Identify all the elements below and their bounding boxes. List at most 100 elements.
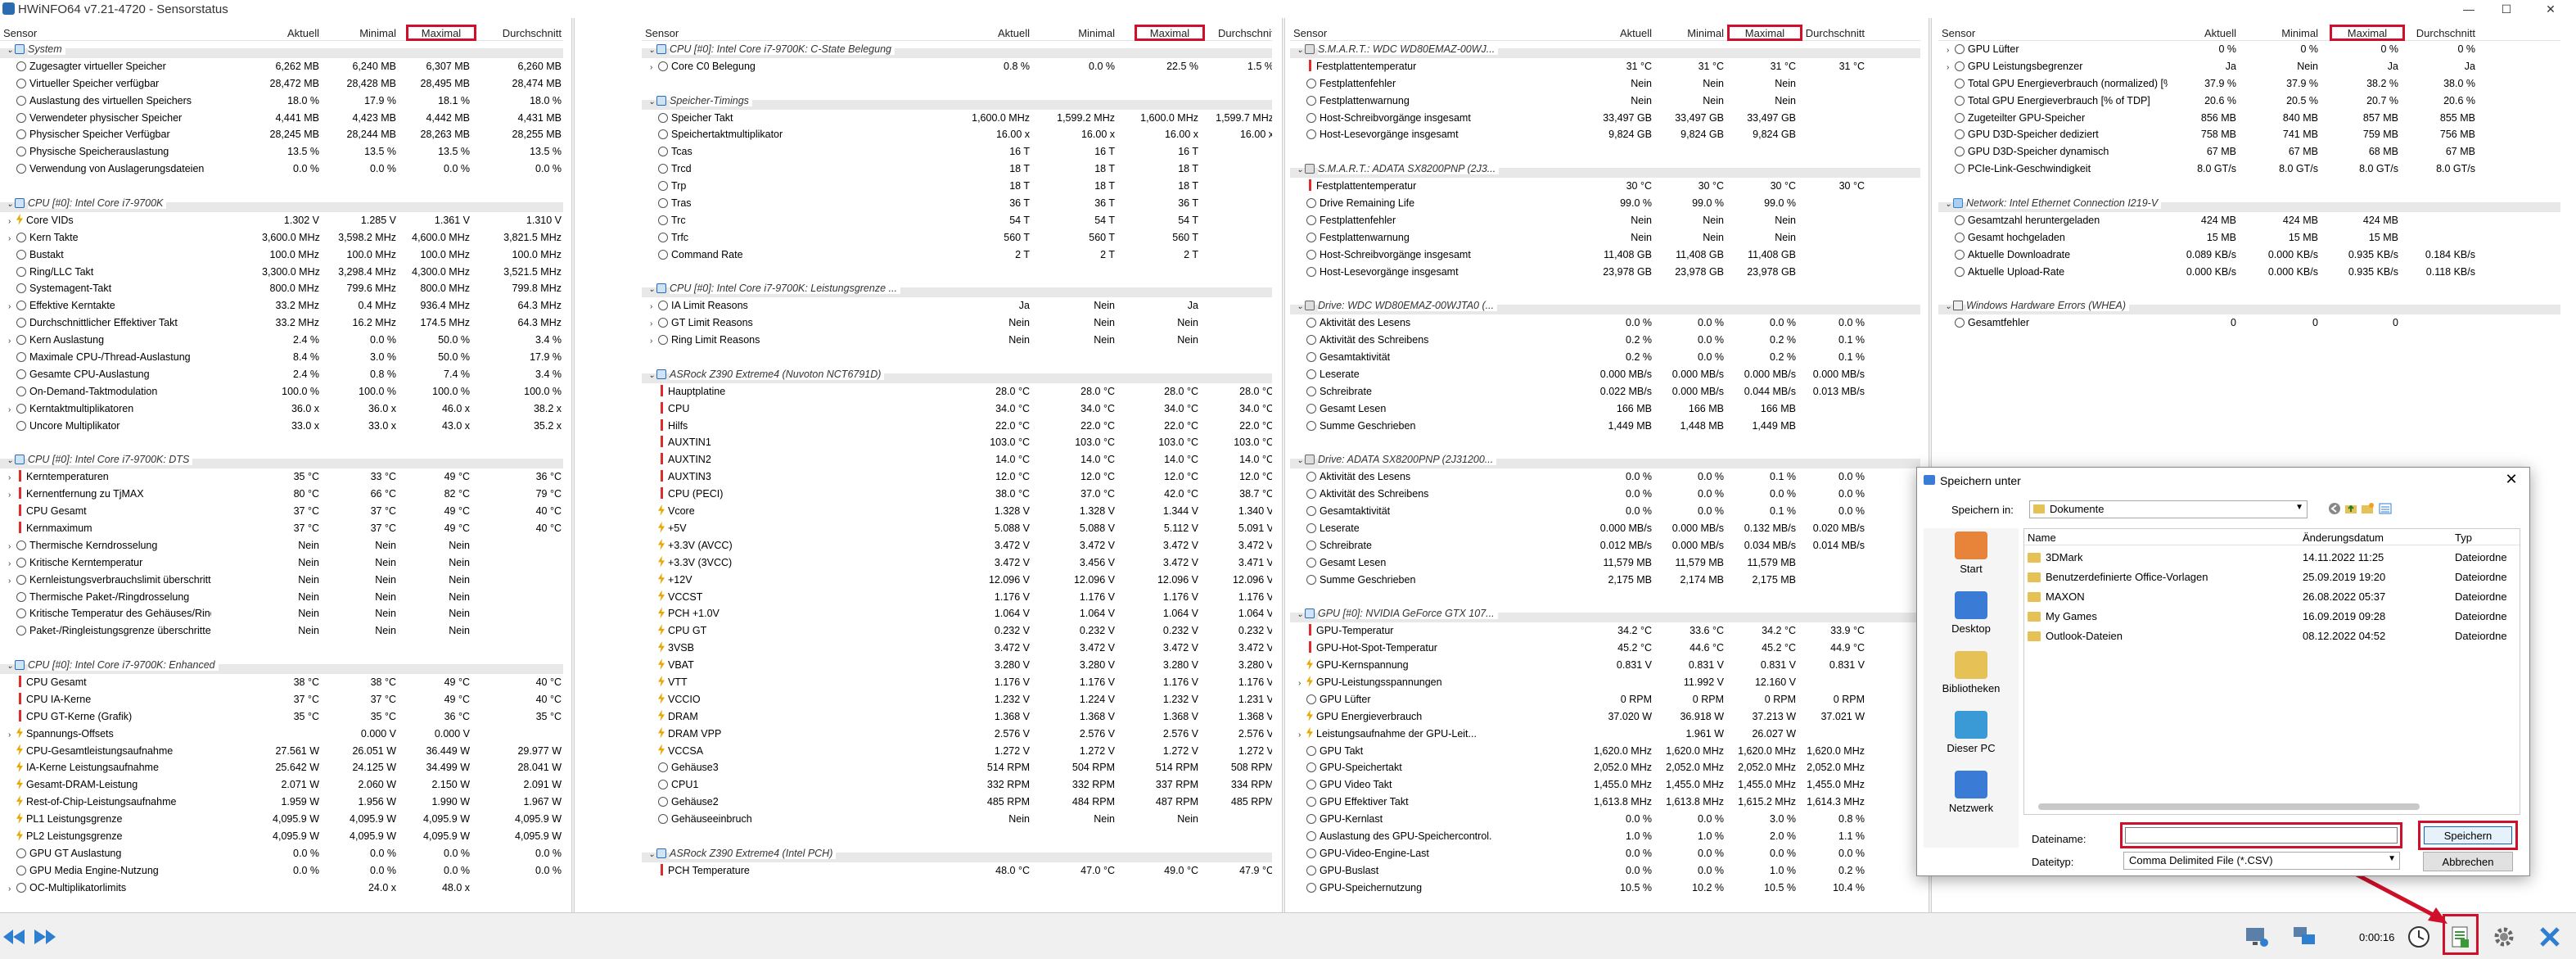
sensor-row[interactable]: GPU Video Takt 1,455.0 MHz 1,455.0 MHz 1,45… (1290, 776, 1920, 794)
sensor-row[interactable]: Gesamt hochgeladen 15 MB 15 MB 15 MB (1938, 229, 2560, 247)
sensor-row[interactable]: Gesamtaktivität 0.2 % 0.0 % 0.2 % 0.1 % (1290, 349, 1920, 366)
back-icon[interactable] (2328, 502, 2341, 515)
expand-chevron-icon[interactable]: › (1947, 46, 1950, 55)
col-max-header[interactable]: Maximal (2330, 25, 2405, 41)
sensor-row[interactable]: GPU D3D-Speicher dediziert 758 MB 741 MB 75… (1938, 126, 2560, 143)
col-current-header[interactable]: Aktuell (286, 27, 319, 39)
expand-chevron-icon[interactable]: › (8, 473, 11, 483)
sensor-row[interactable]: › OC-Multiplikatorlimits 24.0 x 48.0 x (0, 880, 563, 897)
sensor-group-header[interactable]: ⌄ Drive: ADATA SX8200PNP (2J31200... (1290, 451, 1920, 469)
file-list-item[interactable]: Outlook-Dateien 08.12.2022 04:52 Dateiordn… (2024, 627, 2520, 645)
sensor-row[interactable]: Trp 18 T 18 T 18 T (642, 178, 1272, 195)
sensor-row[interactable]: Summe Geschrieben 2,175 MB 2,174 MB 2,175 M… (1290, 572, 1920, 589)
new-folder-icon[interactable] (2361, 502, 2374, 515)
expand-chevron-icon[interactable]: › (650, 319, 653, 329)
sensor-group-header[interactable]: ⌄ CPU [#0]: Intel Core i7-9700K (0, 195, 563, 213)
sensor-row[interactable]: +12V 12.096 V 12.096 V 12.096 V 12.096 V (642, 572, 1272, 589)
expand-chevron-icon[interactable]: › (8, 233, 11, 243)
sensor-row[interactable]: PL1 Leistungsgrenze 4,095.9 W 4,095.9 W 4,0… (0, 811, 563, 828)
minimize-button[interactable]: — (2463, 2, 2474, 16)
expand-chevron-icon[interactable]: › (8, 405, 11, 414)
sensor-row[interactable]: › Core C0 Belegung 0.8 % 0.0 % 22.5 % 1.5 % (642, 58, 1272, 75)
sensor-row[interactable]: Hauptplatine 28.0 °C 28.0 °C 28.0 °C 28.0 °C (642, 383, 1272, 400)
sensor-row[interactable]: Host-Schreibvorgänge insgesamt 11,408 GB 1… (1290, 247, 1920, 264)
sensor-group-header[interactable]: ⌄ Speicher-Timings (642, 93, 1272, 110)
nav-forward-icon[interactable] (33, 925, 57, 949)
sensor-row[interactable]: › Thermische Kerndrosselung Nein Nein Nein (0, 537, 563, 554)
sensor-row[interactable]: › Core VIDs 1.302 V 1.285 V 1.361 V 1.310 V (0, 212, 563, 229)
sensor-row[interactable]: Virtueller Speicher verfügbar 28,472 MB 28… (0, 75, 563, 93)
chevron-down-icon[interactable]: ⌄ (1297, 610, 1304, 620)
sensor-row[interactable]: › Kernentfernung zu TjMAX 80 °C 66 °C 82 °C 7… (0, 486, 563, 503)
up-folder-icon[interactable] (2344, 502, 2357, 515)
sensor-row[interactable]: Command Rate 2 T 2 T 2 T (642, 247, 1272, 264)
chevron-down-icon[interactable]: ⌄ (648, 849, 656, 859)
sensor-group-header[interactable]: ⌄ S.M.A.R.T.: WDC WD80EMAZ-00WJ... (1290, 41, 1920, 58)
sensor-group-header[interactable]: ⌄ Drive: WDC WD80EMAZ-00WJTA0 (... (1290, 297, 1920, 315)
sensor-row[interactable]: PL2 Leistungsgrenze 4,095.9 W 4,095.9 W 4,0… (0, 828, 563, 845)
col-current-header[interactable]: Aktuell (1619, 27, 1652, 39)
panel-splitter[interactable] (571, 18, 575, 912)
sensor-row[interactable]: Verwendeter physischer Speicher 4,441 MB 4… (0, 110, 563, 127)
nav-back-icon[interactable] (2, 925, 26, 949)
sensor-row[interactable]: Gesamtzahl heruntergeladen 424 MB 424 MB 42… (1938, 212, 2560, 229)
save-in-select[interactable]: Dokumente ▼ (2029, 500, 2308, 518)
sensor-row[interactable]: Festplattenfehler Nein Nein Nein (1290, 75, 1920, 93)
sensor-row[interactable]: › Leistungsaufnahme der GPU-Leit... 1.961 … (1290, 726, 1920, 743)
sensor-row[interactable]: Bustakt 100.0 MHz 100.0 MHz 100.0 MHz 100.0 … (0, 247, 563, 264)
sensor-row[interactable]: Host-Lesevorgänge insgesamt 23,978 GB 23,9… (1290, 264, 1920, 281)
sensor-row[interactable]: CPU-Gesamtleistungsaufnahme 27.561 W 26.05… (0, 743, 563, 760)
sensor-row[interactable]: Festplattenwarnung Nein Nein Nein (1290, 93, 1920, 110)
network-monitors-icon[interactable] (2292, 925, 2317, 949)
sensor-group-header[interactable]: ⌄ ASRock Z390 Extreme4 (Nuvoton NCT6791D) (642, 366, 1272, 383)
save-button[interactable]: Speichern (2424, 826, 2512, 844)
chevron-down-icon[interactable]: ⌄ (7, 200, 14, 210)
dialog-close-button[interactable]: ✕ (2505, 471, 2518, 487)
chevron-down-icon[interactable]: ⌄ (648, 46, 656, 55)
col-sensor-header[interactable]: Sensor (3, 27, 38, 39)
chevron-down-icon[interactable]: ⌄ (648, 370, 656, 380)
file-list-item[interactable]: Benutzerdefinierte Office-Vorlagen 25.09.… (2024, 568, 2520, 586)
sensor-row[interactable]: Host-Lesevorgänge insgesamt 9,824 GB 9,824… (1290, 126, 1920, 143)
sensor-group-header[interactable]: ⌄ CPU [#0]: Intel Core i7-9700K: DTS (0, 451, 563, 469)
col-name-header[interactable]: Name (2028, 532, 2056, 544)
sensor-row[interactable]: GPU D3D-Speicher dynamisch 67 MB 67 MB 68 M… (1938, 143, 2560, 161)
chevron-down-icon[interactable]: ⌄ (1945, 302, 1952, 312)
sensor-row[interactable]: Systemagent-Takt 800.0 MHz 799.6 MHz 800.0 … (0, 280, 563, 297)
sensor-row[interactable]: Leserate 0.000 MB/s 0.000 MB/s 0.000 MB/s 0.… (1290, 366, 1920, 383)
sensor-row[interactable]: Trc 54 T 54 T 54 T (642, 212, 1272, 229)
sensor-row[interactable]: Tcas 16 T 16 T 16 T (642, 143, 1272, 161)
col-sensor-header[interactable]: Sensor (1942, 27, 1976, 39)
col-current-header[interactable]: Aktuell (997, 27, 1030, 39)
monitor-icon[interactable] (2244, 925, 2269, 949)
sensor-row[interactable]: Kritische Temperatur des Gehäuses/Rings N… (0, 605, 563, 622)
sensor-row[interactable]: Aktivität des Schreibens 0.2 % 0.0 % 0.2 % 0… (1290, 332, 1920, 349)
sensor-row[interactable]: VTT 1.176 V 1.176 V 1.176 V 1.176 V (642, 674, 1272, 691)
chevron-down-icon[interactable]: ⌄ (1297, 302, 1304, 312)
sensor-row[interactable]: GPU Media Engine-Nutzung 0.0 % 0.0 % 0.0 % 0… (0, 862, 563, 880)
sensor-row[interactable]: Trfc 560 T 560 T 560 T (642, 229, 1272, 247)
sensor-row[interactable]: Kernmaximum 37 °C 37 °C 49 °C 40 °C (0, 520, 563, 537)
sensor-row[interactable]: Gehäuse2 485 RPM 484 RPM 487 RPM 485 RPM (642, 794, 1272, 811)
expand-chevron-icon[interactable]: › (8, 302, 11, 312)
sensor-row[interactable]: GPU Effektiver Takt 1,613.8 MHz 1,613.8 MH… (1290, 794, 1920, 811)
logging-icon[interactable] (2448, 925, 2473, 949)
sensor-row[interactable]: Paket-/Ringleistungsgrenze überschritten… (0, 622, 563, 640)
panel-splitter[interactable] (1929, 18, 1932, 912)
expand-chevron-icon[interactable]: › (8, 559, 11, 568)
panel-splitter[interactable] (1282, 18, 1285, 912)
sensor-row[interactable]: Trcd 18 T 18 T 18 T (642, 161, 1272, 178)
sensor-row[interactable]: Gesamt Lesen 11,579 MB 11,579 MB 11,579 MB (1290, 554, 1920, 572)
sensor-row[interactable]: › Kritische Kerntemperatur Nein Nein Nein (0, 554, 563, 572)
sensor-row[interactable]: GPU-Buslast 0.0 % 0.0 % 1.0 % 0.2 % (1290, 862, 1920, 880)
place-start[interactable]: Start (1924, 528, 2019, 587)
sensor-row[interactable]: Zugesagter virtueller Speicher 6,262 MB 6,… (0, 58, 563, 75)
sensor-row[interactable]: Aktuelle Upload-Rate 0.000 KB/s 0.000 KB/s… (1938, 264, 2560, 281)
sensor-row[interactable]: GPU-Kernlast 0.0 % 0.0 % 3.0 % 0.8 % (1290, 811, 1920, 828)
sensor-row[interactable]: Vcore 1.328 V 1.328 V 1.344 V 1.340 V (642, 503, 1272, 520)
col-current-header[interactable]: Aktuell (2204, 27, 2236, 39)
sensor-row[interactable]: AUXTIN3 12.0 °C 12.0 °C 12.0 °C 12.0 °C (642, 468, 1272, 486)
col-min-header[interactable]: Minimal (1687, 27, 1724, 39)
sensor-row[interactable]: Gesamt Lesen 166 MB 166 MB 166 MB (1290, 400, 1920, 418)
expand-chevron-icon[interactable]: › (650, 302, 653, 312)
